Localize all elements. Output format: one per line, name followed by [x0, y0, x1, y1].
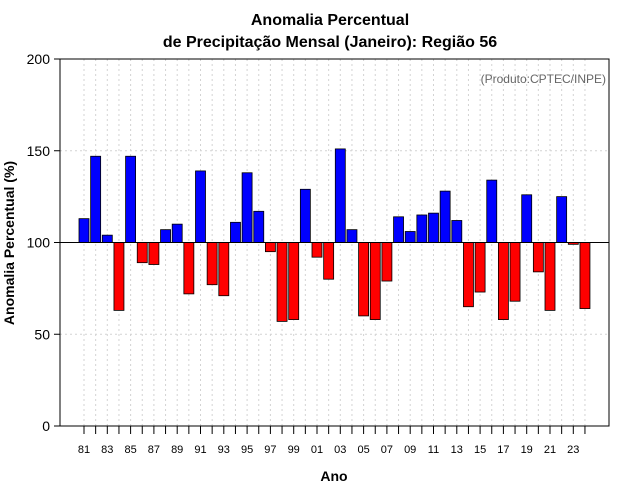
x-tick-label: 95 — [241, 444, 253, 456]
bar-12 — [439, 190, 451, 243]
y-tick-label: 50 — [34, 326, 50, 342]
bar-91 — [195, 170, 206, 243]
x-tick-label: 03 — [334, 444, 346, 456]
bar-21 — [544, 242, 556, 311]
y-tick-label: 0 — [42, 418, 50, 434]
x-tick-label: 81 — [78, 444, 90, 456]
bar-04 — [346, 229, 358, 243]
bar-08 — [393, 216, 404, 243]
bar-16 — [486, 179, 498, 243]
bar-17 — [497, 242, 509, 320]
source-annotation: (Produto:CPTEC/INPE) — [481, 72, 606, 86]
bar-81 — [78, 218, 90, 243]
chart-title-line-1: Anomalia Percentual — [251, 12, 409, 29]
chart-title-line-2: de Precipitação Mensal (Janeiro): Região… — [163, 34, 497, 51]
bar-11 — [428, 212, 439, 243]
bar-92 — [206, 242, 218, 286]
bar-88 — [160, 229, 171, 243]
y-tick-label: 150 — [27, 143, 51, 159]
x-tick-label: 91 — [194, 444, 206, 456]
bar-02 — [323, 242, 335, 280]
bar-82 — [90, 155, 102, 243]
grid-lines — [60, 58, 609, 427]
x-tick-label: 23 — [567, 444, 579, 456]
bar-15 — [474, 242, 486, 293]
bar-86 — [136, 242, 148, 264]
bar-94 — [230, 221, 241, 243]
bar-00 — [299, 188, 311, 243]
x-tick-label: 05 — [357, 444, 369, 456]
bar-05 — [358, 242, 370, 317]
x-tick-label: 21 — [544, 444, 556, 456]
bar-22 — [556, 196, 568, 243]
bar-18 — [509, 242, 521, 302]
x-tick-label: 97 — [264, 444, 276, 456]
x-tick-label: 93 — [218, 444, 230, 456]
x-tick-label: 87 — [148, 444, 160, 456]
bar-95 — [241, 172, 253, 243]
y-axis-label: Anomalia Percentual (%) — [1, 161, 17, 325]
bar-01 — [311, 242, 323, 258]
bar-06 — [369, 242, 381, 320]
x-tick-label: 17 — [497, 444, 509, 456]
bar-90 — [183, 242, 195, 295]
bar-14 — [463, 242, 474, 308]
bar-03 — [334, 148, 346, 243]
bar-99 — [288, 242, 300, 320]
bar-13 — [451, 220, 463, 243]
bar-93 — [218, 242, 230, 297]
bar-87 — [148, 242, 160, 265]
bar-10 — [416, 214, 428, 243]
x-tick-label: 85 — [124, 444, 136, 456]
x-tick-label: 01 — [311, 444, 323, 456]
x-tick-label: 19 — [521, 444, 533, 456]
bar-85 — [125, 155, 136, 243]
bar-97 — [264, 242, 276, 253]
bar-96 — [253, 210, 265, 243]
bar-07 — [381, 242, 393, 282]
bar-20 — [532, 242, 544, 273]
bars — [78, 148, 591, 322]
bar-98 — [276, 242, 288, 322]
x-tick-label: 11 — [428, 444, 439, 456]
y-axis: 0 50 100 150 200 — [27, 51, 60, 434]
x-axis: 81 83 85 87 89 91 93 95 97 99 01 03 05 07 09 11 13 15 17 19… — [78, 426, 586, 456]
bar-24 — [579, 242, 591, 309]
x-tick-label: 15 — [474, 444, 486, 456]
y-tick-label: 200 — [27, 51, 51, 67]
x-tick-label: 13 — [451, 444, 463, 456]
bar-84 — [113, 242, 125, 311]
bar-09 — [404, 231, 416, 243]
y-tick-label: 100 — [27, 235, 51, 251]
x-tick-label: 89 — [171, 444, 183, 456]
x-tick-label: 83 — [101, 444, 113, 456]
x-tick-label: 07 — [381, 444, 393, 456]
x-tick-label: 99 — [288, 444, 300, 456]
bar-19 — [521, 194, 533, 243]
x-axis-label: Ano — [320, 468, 347, 484]
bar-83 — [101, 234, 113, 243]
x-tick-label: 09 — [404, 444, 416, 456]
bar-89 — [171, 223, 183, 243]
